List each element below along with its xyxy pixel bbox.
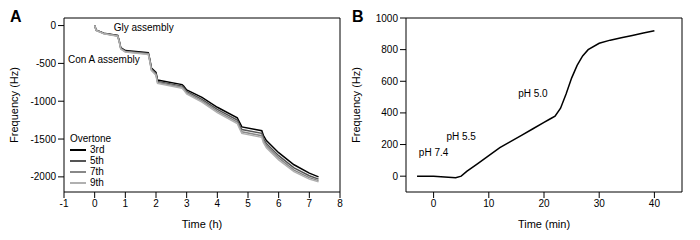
svg-text:Time (min): Time (min) xyxy=(518,218,570,230)
svg-text:40: 40 xyxy=(649,198,661,209)
svg-text:Time (h): Time (h) xyxy=(182,218,223,230)
svg-text:0: 0 xyxy=(392,171,398,182)
svg-text:Frequency (Hz): Frequency (Hz) xyxy=(350,67,362,143)
svg-text:0: 0 xyxy=(50,20,56,31)
svg-text:800: 800 xyxy=(381,44,398,55)
svg-text:pH 5.5: pH 5.5 xyxy=(446,131,476,142)
svg-text:0: 0 xyxy=(431,198,437,209)
svg-text:-1: -1 xyxy=(60,198,69,209)
html-text:B: B xyxy=(352,8,364,25)
svg-text:6: 6 xyxy=(276,198,282,209)
svg-text:-1000: -1000 xyxy=(30,96,56,107)
svg-text:600: 600 xyxy=(381,76,398,87)
svg-text:-2000: -2000 xyxy=(30,171,56,182)
html-text:7th: 7th xyxy=(90,166,104,177)
svg-text:2: 2 xyxy=(153,198,159,209)
svg-text:8: 8 xyxy=(337,198,343,209)
html-text:A: A xyxy=(10,8,22,25)
svg-text:3: 3 xyxy=(184,198,190,209)
svg-text:Con A assembly: Con A assembly xyxy=(68,54,140,65)
svg-text:4: 4 xyxy=(215,198,221,209)
svg-text:1000: 1000 xyxy=(376,13,399,24)
html-text:3rd: 3rd xyxy=(90,144,105,155)
html-text:Overtone: Overtone xyxy=(70,133,112,144)
svg-text:-500: -500 xyxy=(36,58,56,69)
html-text:9th: 9th xyxy=(90,177,104,188)
svg-text:0: 0 xyxy=(92,198,98,209)
svg-text:400: 400 xyxy=(381,107,398,118)
svg-text:10: 10 xyxy=(483,198,495,209)
svg-text:5: 5 xyxy=(245,198,251,209)
svg-text:-1500: -1500 xyxy=(30,134,56,145)
svg-text:Gly assembly: Gly assembly xyxy=(114,22,174,33)
svg-text:30: 30 xyxy=(594,198,606,209)
svg-text:1: 1 xyxy=(123,198,129,209)
svg-text:pH 7.4: pH 7.4 xyxy=(419,147,449,158)
svg-text:Frequency (Hz): Frequency (Hz) xyxy=(8,67,20,143)
html-text:5th: 5th xyxy=(90,155,104,166)
svg-text:20: 20 xyxy=(538,198,550,209)
svg-text:pH 5.0: pH 5.0 xyxy=(518,88,548,99)
svg-text:7: 7 xyxy=(307,198,313,209)
svg-text:200: 200 xyxy=(381,139,398,150)
